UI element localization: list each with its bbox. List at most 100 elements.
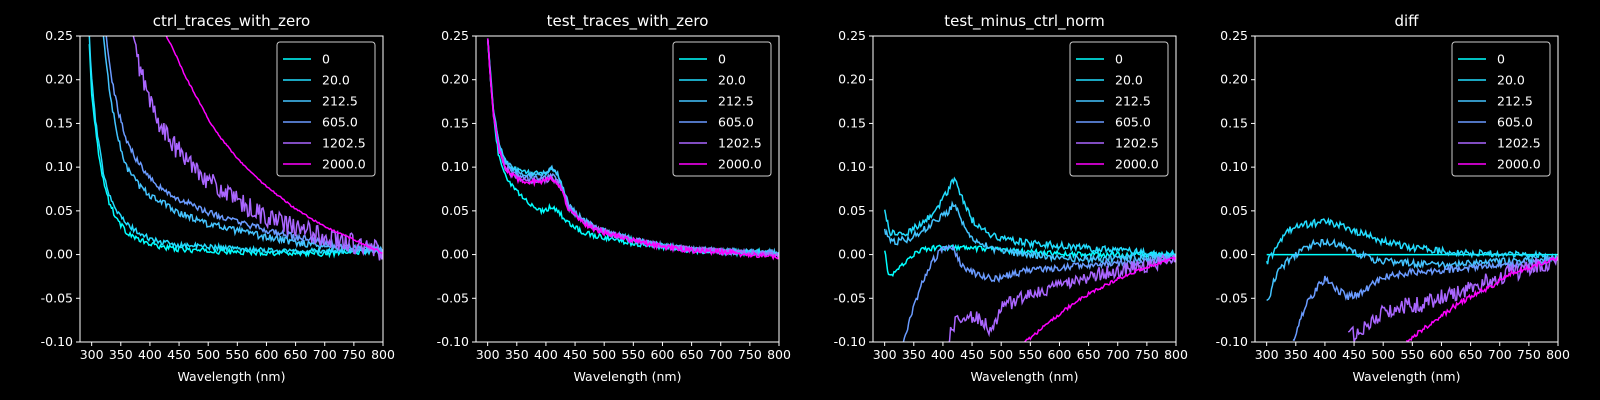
y-tick-label: -0.05 [41,290,73,305]
x-tick-label: 300 [80,347,104,362]
y-tick-label: 0.00 [1220,247,1248,262]
y-tick-label: 0.20 [1220,72,1248,87]
series-line-212.5 [883,200,1176,265]
y-tick-label: 0.25 [45,28,73,43]
x-tick-label: 800 [1546,347,1570,362]
series-line-2000.0 [165,36,383,254]
legend-label: 2000.0 [718,157,762,172]
series-line-1202.5 [1347,255,1558,342]
x-tick-label: 600 [1048,347,1072,362]
legend-label: 0 [1115,52,1123,67]
series-line-1202.5 [948,253,1176,342]
x-tick-label: 650 [1077,347,1101,362]
x-tick-label: 450 [1342,347,1366,362]
legend-label: 20.0 [1497,73,1525,88]
panel-title: test_minus_ctrl_norm [944,12,1105,31]
y-tick-label: 0.25 [838,28,866,43]
x-tick-label: 500 [196,347,220,362]
x-tick-label: 700 [313,347,337,362]
x-axis-label: Wavelength (nm) [971,369,1079,384]
y-tick-label: -0.05 [437,290,469,305]
series-line-20.0 [88,36,383,256]
x-tick-label: 500 [1371,347,1395,362]
axes-frame [1254,35,1559,343]
x-tick-label: 350 [902,347,926,362]
x-tick-label: 650 [284,347,308,362]
legend-label: 212.5 [718,94,754,109]
legend-label: 605.0 [322,115,358,130]
panel-title: test_traces_with_zero [547,12,709,31]
y-tick-label: 0.20 [441,72,469,87]
x-tick-label: 300 [476,347,500,362]
series-line-20.0 [1265,217,1558,265]
y-tick-label: 0.00 [838,247,866,262]
panel-title: ctrl_traces_with_zero [153,12,310,31]
x-tick-label: 500 [592,347,616,362]
series-line-0 [88,44,383,259]
x-tick-label: 750 [738,347,762,362]
legend-label: 1202.5 [718,136,762,151]
legend-label: 605.0 [1115,115,1151,130]
x-tick-label: 350 [1284,347,1308,362]
y-tick-label: 0.25 [441,28,469,43]
legend-label: 2000.0 [1497,157,1541,172]
y-tick-label: -0.10 [437,334,469,349]
y-tick-label: -0.05 [1216,290,1248,305]
axes-frame [872,35,1177,343]
series-line-2000.0 [486,38,779,261]
legend-label: 0 [1497,52,1505,67]
x-tick-label: 300 [1255,347,1279,362]
legend-label: 212.5 [1497,94,1533,109]
legend-label: 1202.5 [1497,136,1541,151]
x-axis-label: Wavelength (nm) [1353,369,1461,384]
x-tick-label: 550 [1018,347,1042,362]
legend-label: 2000.0 [322,157,366,172]
legend-label: 1202.5 [322,136,366,151]
legend-label: 212.5 [1115,94,1151,109]
x-axis-label: Wavelength (nm) [178,369,286,384]
x-axis-label: Wavelength (nm) [574,369,682,384]
x-tick-label: 300 [873,347,897,362]
y-tick-label: -0.10 [1216,334,1248,349]
series-line-2000.0 [1023,256,1176,342]
x-tick-label: 550 [1400,347,1424,362]
y-tick-label: 0.20 [45,72,73,87]
legend-label: 20.0 [718,73,746,88]
legend-label: 605.0 [1497,115,1533,130]
x-tick-label: 700 [1106,347,1130,362]
legend-label: 1202.5 [1115,136,1159,151]
x-tick-label: 800 [1164,347,1188,362]
y-tick-label: 0.25 [1220,28,1248,43]
x-tick-label: 350 [109,347,133,362]
legend-label: 0 [718,52,726,67]
axes-frame [79,35,384,343]
x-tick-label: 700 [1488,347,1512,362]
x-tick-label: 400 [138,347,162,362]
legend-label: 20.0 [1115,73,1143,88]
x-tick-label: 400 [931,347,955,362]
series-line-1202.5 [132,36,383,261]
y-tick-label: 0.15 [45,115,73,130]
x-tick-label: 600 [651,347,675,362]
series-line-0 [883,243,1176,278]
y-tick-label: 0.00 [45,247,73,262]
x-tick-label: 750 [342,347,366,362]
x-tick-label: 450 [167,347,191,362]
legend-label: 212.5 [322,94,358,109]
panel-title: diff [1394,12,1419,30]
y-tick-label: 0.05 [45,203,73,218]
series-line-212.5 [1266,237,1558,302]
y-tick-label: 0.15 [838,115,866,130]
y-tick-label: 0.15 [441,115,469,130]
x-tick-label: 500 [989,347,1013,362]
x-tick-label: 550 [621,347,645,362]
x-tick-label: 450 [563,347,587,362]
y-tick-label: 0.10 [45,159,73,174]
x-tick-label: 400 [1313,347,1337,362]
x-tick-label: 700 [709,347,733,362]
x-tick-label: 400 [534,347,558,362]
y-tick-label: -0.10 [41,334,73,349]
x-tick-label: 450 [960,347,984,362]
x-tick-label: 600 [255,347,279,362]
